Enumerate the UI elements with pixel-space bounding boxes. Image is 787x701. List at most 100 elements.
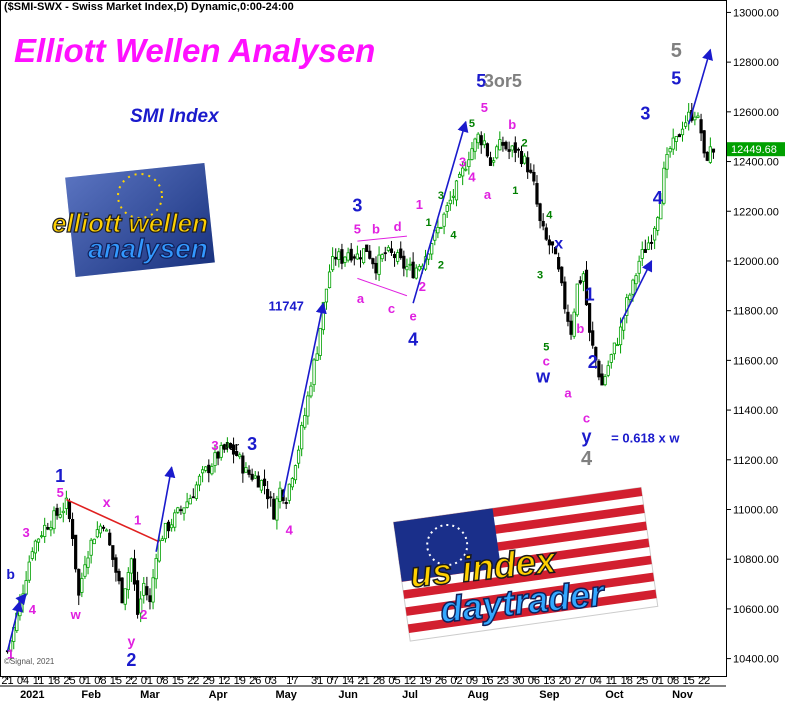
candle (637, 255, 641, 283)
candle (665, 147, 669, 179)
x-tick-month-label: 2021 (20, 689, 44, 701)
candle (241, 452, 245, 483)
candle (668, 146, 672, 158)
wave-label: c (388, 301, 395, 316)
wave-label: x (554, 236, 563, 253)
candle (541, 213, 545, 231)
candle (43, 517, 47, 543)
candle (612, 342, 616, 360)
candle (197, 473, 202, 492)
wave-label: 4 (468, 169, 476, 184)
wave-label: b (508, 117, 516, 132)
candle (414, 264, 418, 280)
candle (247, 465, 251, 478)
candle (210, 463, 214, 476)
wave-label: a (484, 187, 492, 202)
wave-label: 2 (140, 607, 147, 622)
candle (597, 359, 601, 381)
candle (300, 421, 304, 457)
candle (262, 469, 267, 495)
x-tick-month-label: Mar (140, 689, 160, 701)
candle (365, 244, 369, 252)
candle (235, 447, 239, 457)
candle (464, 161, 468, 172)
candle (312, 357, 316, 392)
candle (442, 212, 446, 235)
candle (550, 241, 555, 254)
candle (238, 452, 242, 460)
candle (566, 304, 570, 327)
candle (352, 254, 356, 266)
candle (231, 437, 236, 464)
wave-label: 4 (546, 210, 553, 222)
candle (535, 175, 539, 207)
us-flag-stripe (403, 555, 652, 599)
candle (132, 549, 137, 591)
last-price-label: 12449.68 (731, 144, 777, 156)
wave-label: 5 (476, 71, 486, 91)
candle (405, 258, 409, 278)
candle (111, 545, 115, 568)
candle (355, 245, 360, 260)
candle (563, 276, 567, 314)
candle (49, 520, 53, 537)
candle (374, 256, 378, 280)
x-tick-day-label: 25 (63, 675, 75, 687)
candle (250, 468, 254, 482)
x-tick-day-label: 15 (683, 675, 695, 687)
candle (52, 506, 56, 534)
candle (461, 161, 465, 186)
wave-label: 3 (459, 155, 466, 170)
wave-label: 3 (211, 438, 218, 453)
candle (501, 136, 505, 152)
x-tick-day-label: 25 (636, 675, 648, 687)
x-tick-day-label: 13 (543, 675, 555, 687)
x-tick-month-label: Jul (402, 689, 418, 701)
x-tick-day-label: 01 (79, 675, 91, 687)
candle (327, 264, 332, 289)
candle (191, 488, 195, 499)
candle (671, 128, 675, 155)
candle (513, 136, 517, 163)
x-tick-day-label: 08 (156, 675, 168, 687)
x-tick-month-label: Apr (209, 689, 229, 701)
candle (439, 226, 443, 229)
candle (615, 337, 620, 347)
candle (516, 147, 520, 158)
wave-label: 5 (354, 222, 361, 237)
candle (588, 302, 592, 342)
y-tick-label: 13000.00 (733, 7, 779, 19)
ewa-logo: elliott wellen analysen (51, 162, 215, 278)
candle (504, 140, 508, 151)
wave-label: 1 (416, 197, 423, 212)
candle (358, 250, 363, 268)
candle (396, 249, 400, 265)
wave-label: 5 (469, 118, 475, 130)
candle (70, 512, 75, 546)
candle (126, 567, 130, 599)
candle (569, 314, 573, 340)
wave-label: 1 (585, 285, 595, 305)
wave-label: c (543, 353, 550, 368)
candle (318, 327, 322, 360)
footer-source: ©Signal, 2021 (4, 657, 55, 666)
x-tick-day-label: 18 (621, 675, 633, 687)
x-tick-month-label: Jun (338, 689, 358, 701)
wave-label: 1 (7, 647, 14, 662)
candle (677, 133, 681, 138)
wave-label: = 0.618 x w (611, 430, 680, 445)
candle (219, 442, 223, 461)
candle (343, 256, 347, 267)
candle (253, 471, 257, 480)
candle (46, 522, 50, 531)
candle (662, 161, 666, 206)
ewa-logo-flag-shade (65, 162, 215, 278)
candle (278, 481, 282, 509)
candle (346, 247, 350, 263)
headline-title: Elliott Wellen Analysen (14, 32, 375, 69)
y-tick-label: 11000.00 (733, 504, 778, 516)
candle (498, 131, 502, 151)
wave-arrow (155, 466, 176, 552)
